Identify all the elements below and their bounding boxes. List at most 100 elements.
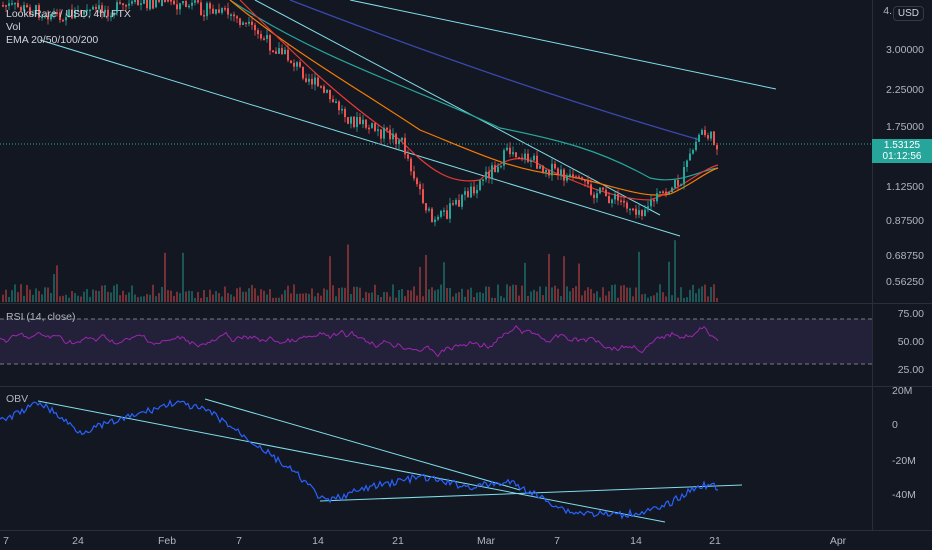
candle-body <box>698 134 700 142</box>
candle-body <box>179 3 181 10</box>
candle-body <box>74 10 76 19</box>
candle-body <box>509 147 511 155</box>
volume-bar <box>536 291 538 302</box>
volume-bar <box>605 295 607 302</box>
candle-body <box>482 179 484 182</box>
candle-body <box>602 187 604 190</box>
candle-body <box>557 168 559 176</box>
candle-body <box>209 3 211 9</box>
volume-bar <box>422 296 424 302</box>
volume-bar <box>341 287 343 302</box>
volume-bar <box>110 292 112 302</box>
candle-body <box>311 78 313 85</box>
volume-bar <box>263 290 265 302</box>
time-axis[interactable]: 7 24 Feb 7 14 21 Mar 7 14 21 Apr <box>0 530 932 550</box>
candle-body <box>104 9 106 13</box>
lower-trendline <box>39 39 681 237</box>
volume-bar <box>482 293 484 302</box>
price-tick: 0.87500 <box>886 215 924 227</box>
rsi-chart[interactable] <box>0 304 872 386</box>
obv-trendline-1 <box>37 400 666 523</box>
chart-legend[interactable]: LooksRare / USD, 4h, FTX Vol EMA 20/50/1… <box>6 8 131 47</box>
volume-bar <box>419 266 421 302</box>
candle-body <box>347 117 349 124</box>
candle-body <box>257 30 259 35</box>
candle-body <box>233 14 235 17</box>
volume-bar <box>683 297 685 302</box>
candle-body <box>371 123 373 128</box>
volume-bar <box>512 284 514 302</box>
volume-bar <box>455 293 457 302</box>
volume-bar <box>677 297 679 302</box>
candle-body <box>566 176 568 181</box>
volume-bar <box>368 293 370 302</box>
volume-bar <box>458 292 460 302</box>
price-axis[interactable]: USD 4. 3.00000 2.25000 1.75000 1.12500 0… <box>872 0 932 530</box>
candle-body <box>620 200 622 203</box>
volume-bar <box>242 291 244 302</box>
volume-bar <box>62 295 64 302</box>
candle-body <box>248 21 250 24</box>
candle-body <box>170 0 172 2</box>
price-tick: 0.68750 <box>886 250 924 262</box>
symbol-title[interactable]: LooksRare / USD, 4h, FTX <box>6 8 131 20</box>
obv-chart[interactable] <box>0 387 872 530</box>
rsi-pane[interactable]: RSI (14, close) <box>0 304 872 386</box>
bar-countdown: 01:12:56 <box>882 151 922 162</box>
candle-body <box>506 147 508 151</box>
candle-body <box>308 78 310 82</box>
volume-bar <box>515 284 517 302</box>
volume-bar <box>8 296 10 302</box>
candle-body <box>488 171 490 179</box>
candle-body <box>269 35 271 51</box>
rsi-title[interactable]: RSI (14, close) <box>6 311 76 323</box>
candle-body <box>158 0 160 2</box>
obv-title[interactable]: OBV <box>6 393 29 405</box>
candle-body <box>215 9 217 14</box>
candle-body <box>368 127 370 130</box>
price-chart[interactable] <box>0 0 872 303</box>
volume-bar <box>461 288 463 302</box>
volume-bar <box>302 293 304 302</box>
currency-button[interactable]: USD <box>892 6 924 21</box>
volume-bar <box>266 294 268 302</box>
volume-bar <box>347 244 349 302</box>
volume-bar <box>317 292 319 302</box>
volume-bar <box>494 297 496 302</box>
volume-bar <box>140 296 142 302</box>
candle-body <box>422 189 424 204</box>
pane-divider[interactable] <box>0 303 932 304</box>
candle-body <box>5 5 7 7</box>
volume-bar <box>179 293 181 302</box>
volume-bar <box>659 284 661 302</box>
candle-body <box>77 10 79 12</box>
volume-bar <box>662 292 664 302</box>
volume-bar <box>53 274 55 302</box>
vol-indicator-label[interactable]: Vol <box>6 21 21 33</box>
candle-body <box>710 131 712 139</box>
candle-body <box>593 194 595 198</box>
volume-bar <box>26 285 28 302</box>
volume-bar <box>29 289 31 302</box>
candle-body <box>146 0 148 9</box>
candle-body <box>590 184 592 195</box>
price-tick: 1.75000 <box>886 121 924 133</box>
volume-bar <box>389 296 391 302</box>
volume-bar <box>539 286 541 302</box>
ema-indicator-label[interactable]: EMA 20/50/100/200 <box>6 34 99 46</box>
pane-divider[interactable] <box>0 386 932 387</box>
candle-body <box>113 12 115 16</box>
price-pane[interactable]: LooksRare / USD, 4h, FTX Vol EMA 20/50/1… <box>0 0 872 303</box>
candle-body <box>500 165 502 168</box>
volume-bar <box>299 293 301 302</box>
obv-pane[interactable]: OBV <box>0 387 872 530</box>
volume-bar <box>425 255 427 302</box>
volume-bar <box>125 294 127 302</box>
volume-bar <box>713 284 715 302</box>
candle-body <box>446 210 448 219</box>
candle-body <box>296 62 298 67</box>
volume-bar <box>149 294 151 302</box>
volume-bar <box>446 288 448 302</box>
volume-bar <box>185 291 187 302</box>
candle-body <box>428 208 430 211</box>
